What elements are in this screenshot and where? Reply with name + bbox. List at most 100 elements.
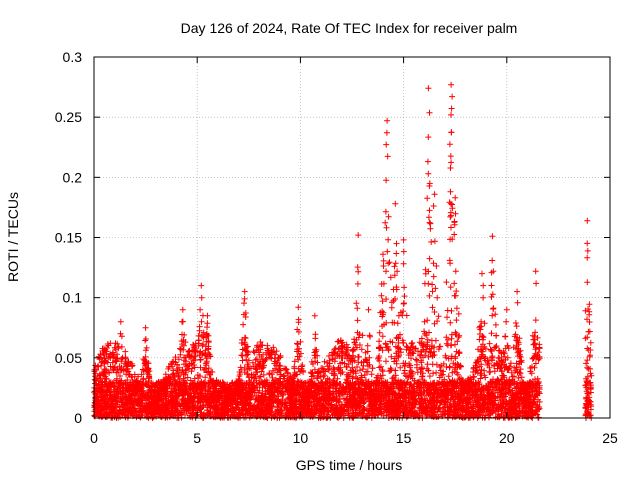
data-point xyxy=(207,411,214,418)
data-point xyxy=(165,365,172,372)
data-point xyxy=(467,374,474,381)
data-point xyxy=(443,354,450,361)
data-point xyxy=(251,387,258,394)
data-point xyxy=(186,365,193,372)
data-point xyxy=(369,365,376,372)
data-point xyxy=(205,338,212,345)
data-point xyxy=(465,388,472,395)
data-point xyxy=(164,379,171,386)
data-point xyxy=(135,373,142,380)
data-point xyxy=(145,378,152,385)
data-point xyxy=(337,381,344,387)
data-point xyxy=(112,344,118,351)
data-point xyxy=(204,332,211,339)
data-point xyxy=(190,403,197,410)
data-point xyxy=(138,371,145,378)
data-point xyxy=(228,398,235,405)
data-point xyxy=(397,346,404,353)
data-point xyxy=(476,331,483,337)
data-point xyxy=(465,378,472,385)
data-point xyxy=(175,372,182,379)
data-point xyxy=(535,388,542,395)
data-point xyxy=(330,350,337,356)
data-point xyxy=(383,268,389,275)
data-point xyxy=(356,342,363,348)
data-point xyxy=(508,369,515,376)
data-point xyxy=(475,410,482,416)
data-point xyxy=(382,208,389,215)
data-point xyxy=(401,293,408,300)
data-point xyxy=(172,377,179,384)
data-point xyxy=(394,268,401,275)
data-point xyxy=(260,371,267,378)
data-point xyxy=(184,374,191,381)
data-point xyxy=(343,379,349,386)
data-point xyxy=(317,386,324,393)
data-point xyxy=(248,365,254,372)
data-point xyxy=(498,357,505,364)
data-point xyxy=(424,361,431,368)
data-point xyxy=(350,346,357,353)
data-point xyxy=(421,318,428,325)
data-point xyxy=(354,344,360,351)
data-point xyxy=(182,371,189,378)
grid xyxy=(94,57,610,418)
data-point xyxy=(502,407,509,414)
data-point xyxy=(106,380,113,387)
data-point xyxy=(274,396,281,403)
data-point xyxy=(182,339,189,346)
chart-title: Day 126 of 2024, Rate Of TEC Index for r… xyxy=(181,20,518,36)
data-point xyxy=(492,311,499,318)
data-point xyxy=(461,395,468,402)
data-point xyxy=(349,347,356,354)
data-point xyxy=(181,331,188,338)
data-point xyxy=(511,373,517,380)
data-point xyxy=(368,371,375,378)
data-point xyxy=(122,385,129,392)
data-point xyxy=(376,329,383,336)
data-point xyxy=(486,364,493,371)
data-point xyxy=(492,321,499,328)
data-point xyxy=(197,357,204,363)
data-point xyxy=(102,406,108,413)
data-point xyxy=(154,408,160,415)
data-point xyxy=(96,371,103,378)
data-point xyxy=(169,371,176,378)
data-point xyxy=(117,373,123,379)
data-point xyxy=(434,318,441,325)
data-point xyxy=(369,391,376,398)
data-point xyxy=(284,369,291,376)
data-point xyxy=(420,346,427,353)
data-point xyxy=(383,358,389,365)
data-point xyxy=(121,405,128,411)
data-point xyxy=(314,374,321,381)
data-point xyxy=(400,360,407,367)
data-point xyxy=(208,368,214,375)
data-point xyxy=(283,366,289,373)
data-point xyxy=(512,331,519,338)
data-point xyxy=(245,357,252,364)
data-point xyxy=(448,159,455,166)
data-point xyxy=(391,263,398,270)
data-point xyxy=(291,371,298,378)
data-point xyxy=(345,361,352,368)
data-point xyxy=(402,372,409,379)
data-point xyxy=(120,367,127,374)
data-point xyxy=(95,363,102,370)
data-point xyxy=(355,412,362,419)
data-point xyxy=(318,365,325,372)
data-point xyxy=(491,368,498,375)
data-point xyxy=(436,343,443,350)
data-point xyxy=(308,382,315,389)
data-point xyxy=(429,281,436,288)
data-point xyxy=(355,334,362,341)
data-point xyxy=(315,380,322,387)
data-point xyxy=(247,388,254,395)
data-point xyxy=(400,340,407,346)
data-point xyxy=(523,391,530,398)
data-point xyxy=(210,414,217,421)
data-point xyxy=(96,356,103,363)
data-point xyxy=(331,349,338,356)
data-point xyxy=(406,384,413,391)
data-point xyxy=(250,383,257,390)
